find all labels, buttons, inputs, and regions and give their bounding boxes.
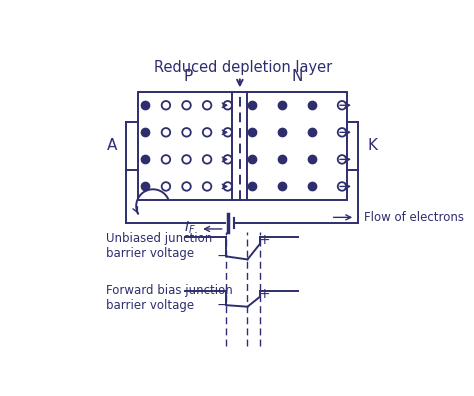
Text: $-$: $-$ (216, 248, 228, 262)
Text: $I_F$: $I_F$ (184, 220, 196, 236)
Text: Reduced depletion layer: Reduced depletion layer (154, 60, 332, 75)
Text: $+$: $+$ (258, 232, 270, 247)
Text: N: N (292, 69, 303, 84)
Text: Flow of electrons: Flow of electrons (365, 211, 465, 224)
Bar (138, 92, 346, 200)
Text: K: K (367, 138, 377, 153)
Text: A: A (107, 138, 117, 153)
Text: $+$: $+$ (258, 287, 270, 301)
Text: $-$: $-$ (216, 297, 228, 311)
Text: Forward bias junction
barrier voltage: Forward bias junction barrier voltage (106, 284, 232, 312)
Text: P: P (183, 69, 192, 84)
Text: Unbiased junction
barrier voltage: Unbiased junction barrier voltage (106, 232, 212, 261)
